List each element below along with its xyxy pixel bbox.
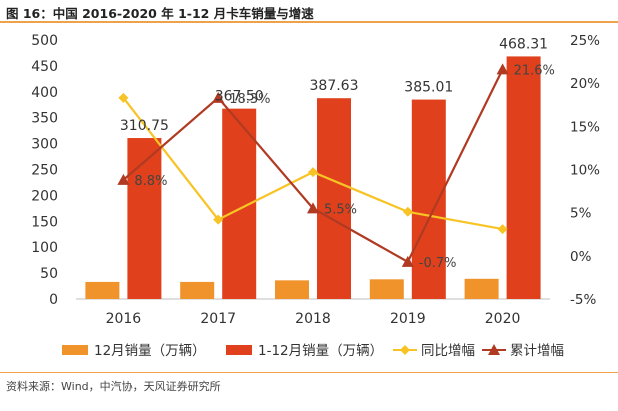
bar-data-label: 367.50: [215, 89, 264, 105]
bar: [317, 98, 351, 299]
legend-swatch: [62, 345, 88, 355]
triangle-marker: [401, 255, 414, 267]
bar: [369, 279, 404, 299]
bar: [85, 281, 120, 299]
y-tick-label: 250: [31, 163, 58, 179]
y2-tick-label: 5%: [570, 206, 592, 222]
axes-layer: 0 50 100 150 200 250 300 350 400 450 500 -5% 0% 5% 10%…: [31, 33, 600, 327]
source-note: 资料来源：Wind，中汽协，天风证券研究所: [6, 380, 221, 393]
figure-title: 图 16：中国 2016-2020 年 1-12 月卡车销量与增速: [6, 6, 314, 21]
bar: [180, 281, 215, 299]
y-tick-label: 500: [31, 33, 58, 49]
x-tick-label: 2017: [200, 311, 236, 327]
bar: [127, 138, 162, 299]
bar: [411, 99, 446, 299]
triangle-marker: [496, 63, 509, 75]
diamond-marker: [497, 224, 508, 235]
y-tick-label: 350: [31, 111, 58, 127]
y2-tick-label: 10%: [570, 163, 600, 179]
legend-triangle-marker: [488, 344, 500, 355]
diamond-marker: [402, 206, 413, 217]
line-data-label: 18.3%: [229, 92, 270, 107]
diamond-marker: [213, 214, 224, 225]
bar-data-label: 310.75: [120, 118, 169, 134]
y2-tick-label: 25%: [570, 33, 600, 49]
y2-tick-label: -5%: [570, 292, 596, 308]
legend-diamond-marker: [400, 345, 410, 355]
triangle-marker: [212, 91, 225, 103]
y-tick-label: 0: [49, 292, 58, 308]
legend: 12月销量（万辆） 1-12月销量（万辆） 同比增幅 累计增幅: [62, 343, 564, 359]
y-tick-label: 50: [40, 266, 58, 282]
legend-label: 1-12月销量（万辆）: [258, 343, 383, 359]
bar-data-label: 385.01: [404, 80, 453, 96]
truck-sales-chart: 0 50 100 150 200 250 300 350 400 450 500 -5% 0% 5% 10%…: [31, 33, 600, 359]
bar: [506, 56, 541, 299]
x-tick-label: 2019: [390, 311, 426, 327]
legend-swatch: [226, 345, 252, 355]
bar-data-label: 468.31: [499, 36, 548, 52]
lines-layer: [117, 63, 509, 267]
diamond-marker: [308, 167, 318, 178]
triangle-marker: [307, 202, 319, 214]
y-tick-label: 200: [31, 188, 58, 204]
bars-layer: [85, 56, 541, 299]
x-tick-label: 2016: [106, 311, 142, 327]
legend-label: 累计增幅: [510, 343, 564, 359]
y-tick-label: 150: [31, 214, 58, 230]
x-tick-label: 2020: [485, 311, 521, 327]
bar-data-label: 387.63: [310, 78, 359, 94]
bar: [275, 280, 309, 299]
triangle-marker: [117, 173, 130, 185]
line-data-label: -0.7%: [419, 256, 457, 271]
x-tick-label: 2018: [295, 311, 331, 327]
diamond-marker: [118, 92, 129, 103]
legend-label: 同比增幅: [421, 343, 475, 359]
y-tick-label: 300: [31, 137, 58, 153]
data-labels-layer: 310.75 367.50 387.63 385.01 468.31 8.8% 18.3% 5…: [120, 36, 555, 270]
y-tick-label: 100: [31, 240, 58, 256]
y-tick-label: 400: [31, 85, 58, 101]
legend-label: 12月销量（万辆）: [94, 343, 206, 359]
y-tick-label: 450: [31, 59, 58, 75]
y2-tick-label: 15%: [570, 119, 600, 135]
line-data-label: 5.5%: [324, 202, 357, 217]
y2-tick-label: 20%: [570, 76, 600, 92]
bar: [464, 278, 499, 299]
y2-tick-label: 0%: [570, 249, 592, 265]
title-divider: [0, 21, 618, 23]
source-divider: [0, 372, 618, 373]
line-data-label: 8.8%: [134, 174, 167, 189]
line-data-label: 21.6%: [514, 63, 555, 78]
